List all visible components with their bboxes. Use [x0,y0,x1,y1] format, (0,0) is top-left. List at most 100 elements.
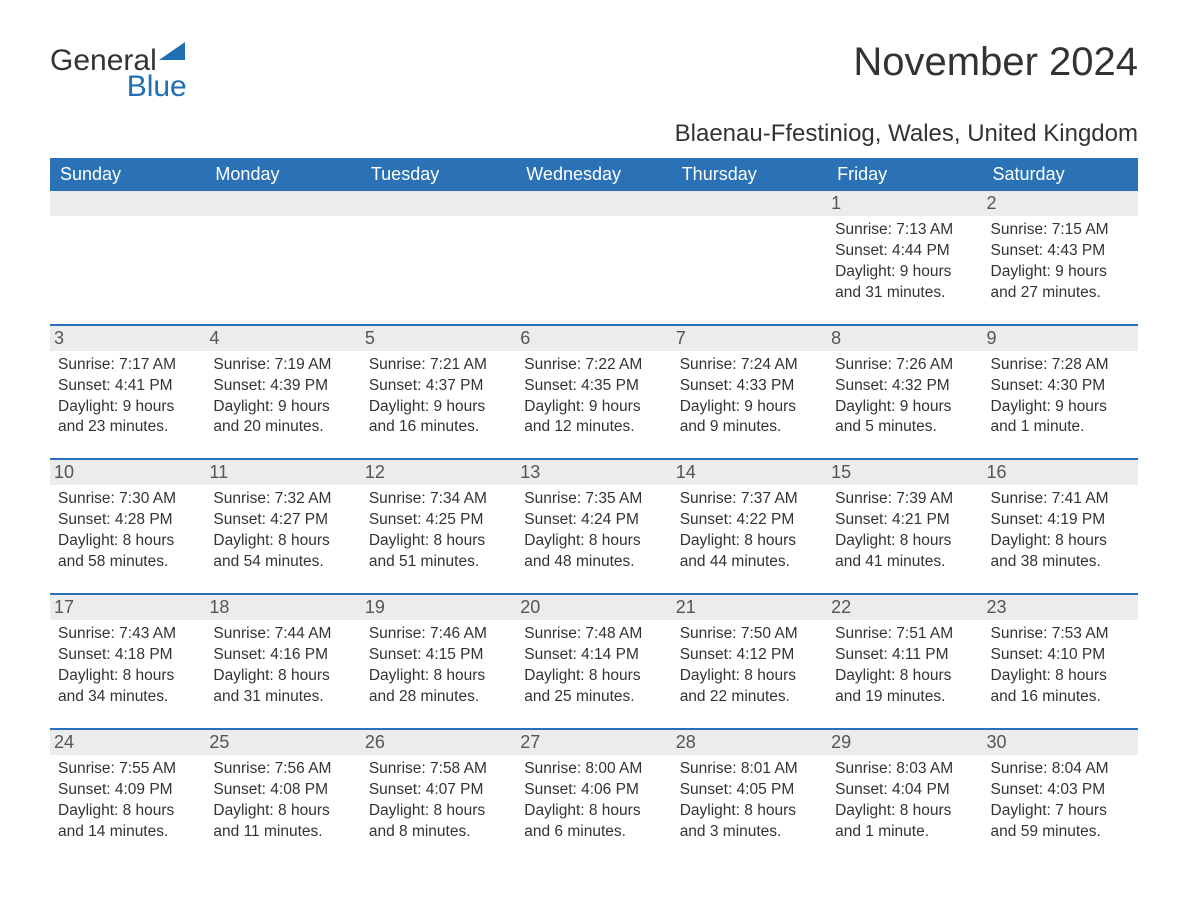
brand-flag-icon [157,40,187,70]
day-number: 10 [50,460,205,485]
day-info: Sunrise: 7:35 AMSunset: 4:24 PMDaylight:… [524,489,663,573]
day-info-line: Sunrise: 7:17 AM [58,355,197,376]
day-info-line: Sunset: 4:16 PM [213,645,352,666]
day-info-line: Sunset: 4:35 PM [524,376,663,397]
day-info-line: Daylight: 8 hours [524,666,663,687]
calendar-cell: 13Sunrise: 7:35 AMSunset: 4:24 PMDayligh… [516,460,671,594]
day-info: Sunrise: 7:34 AMSunset: 4:25 PMDaylight:… [369,489,508,573]
calendar-cell: 24Sunrise: 7:55 AMSunset: 4:09 PMDayligh… [50,730,205,863]
calendar-cell [205,191,360,325]
day-number: 8 [827,326,982,351]
day-info-line: Sunset: 4:03 PM [991,780,1130,801]
day-info-line: Sunrise: 8:04 AM [991,759,1130,780]
day-header: Thursday [672,158,827,191]
calendar-cell: 27Sunrise: 8:00 AMSunset: 4:06 PMDayligh… [516,730,671,863]
day-info-line: and 5 minutes. [835,417,974,438]
day-info-line: Sunrise: 7:37 AM [680,489,819,510]
day-info-line: Daylight: 8 hours [524,531,663,552]
calendar-cell [50,191,205,325]
day-info: Sunrise: 7:50 AMSunset: 4:12 PMDaylight:… [680,624,819,708]
day-info: Sunrise: 7:48 AMSunset: 4:14 PMDaylight:… [524,624,663,708]
day-info: Sunrise: 8:03 AMSunset: 4:04 PMDaylight:… [835,759,974,843]
day-number: 16 [983,460,1138,485]
day-info-line: and 58 minutes. [58,552,197,573]
day-number: 17 [50,595,205,620]
day-info-line: Daylight: 9 hours [835,397,974,418]
day-info: Sunrise: 7:26 AMSunset: 4:32 PMDaylight:… [835,355,974,439]
calendar-cell: 4Sunrise: 7:19 AMSunset: 4:39 PMDaylight… [205,326,360,460]
brand-text: General Blue [50,40,187,102]
day-info: Sunrise: 7:56 AMSunset: 4:08 PMDaylight:… [213,759,352,843]
day-info-line: Sunset: 4:08 PM [213,780,352,801]
day-info-line: Daylight: 9 hours [835,262,974,283]
day-number [205,191,360,216]
day-info-line: and 11 minutes. [213,822,352,843]
day-info-line: Daylight: 8 hours [369,666,508,687]
day-info-line: Sunrise: 7:28 AM [991,355,1130,376]
calendar-cell: 8 Sunrise: 7:26 AMSunset: 4:32 PMDaylight… [827,326,982,460]
day-info-line: Sunset: 4:22 PM [680,510,819,531]
day-info-line: and 16 minutes. [369,417,508,438]
day-info: Sunrise: 7:22 AMSunset: 4:35 PMDaylight:… [524,355,663,439]
calendar-cell: 21Sunrise: 7:50 AMSunset: 4:12 PMDayligh… [672,595,827,729]
calendar-cell: 20 Sunrise: 7:48 AMSunset: 4:14 PMDayligh… [516,595,671,729]
day-info-line: Sunset: 4:21 PM [835,510,974,531]
day-info-line: Sunrise: 7:53 AM [991,624,1130,645]
day-number: 15 [827,460,982,485]
day-number: 7 [672,326,827,351]
day-info-line: Daylight: 8 hours [680,531,819,552]
day-info: Sunrise: 7:30 AMSunset: 4:28 PMDaylight:… [58,489,197,573]
day-info-line: Sunset: 4:06 PM [524,780,663,801]
day-info-line: Sunrise: 8:03 AM [835,759,974,780]
calendar-cell: 14Sunrise: 7:37 AMSunset: 4:22 PMDayligh… [672,460,827,594]
day-info-line: Daylight: 8 hours [213,531,352,552]
calendar-cell: 23Sunrise: 7:53 AMSunset: 4:10 PMDayligh… [983,595,1138,729]
day-info-line: Daylight: 8 hours [369,531,508,552]
calendar-header-row: SundayMondayTuesdayWednesdayThursdayFrid… [50,158,1138,191]
calendar-cell: 3Sunrise: 7:17 AMSunset: 4:41 PMDaylight… [50,326,205,460]
day-info-line: and 41 minutes. [835,552,974,573]
day-info-line: Daylight: 8 hours [58,666,197,687]
calendar-cell: 15Sunrise: 7:39 AMSunset: 4:21 PMDayligh… [827,460,982,594]
day-info-line: and 16 minutes. [991,687,1130,708]
day-info-line: Sunset: 4:39 PM [213,376,352,397]
day-info: Sunrise: 7:43 AMSunset: 4:18 PMDaylight:… [58,624,197,708]
day-info-line: Daylight: 8 hours [213,666,352,687]
day-info-line: Sunrise: 7:55 AM [58,759,197,780]
day-info-line: Daylight: 7 hours [991,801,1130,822]
day-number: 29 [827,730,982,755]
day-info-line: and 28 minutes. [369,687,508,708]
calendar-week: 1Sunrise: 7:13 AMSunset: 4:44 PMDaylight… [50,191,1138,325]
day-info-line: Sunrise: 7:21 AM [369,355,508,376]
day-info-line: and 54 minutes. [213,552,352,573]
day-info-line: Sunset: 4:09 PM [58,780,197,801]
calendar-cell [361,191,516,325]
day-info: Sunrise: 7:15 AMSunset: 4:43 PMDaylight:… [991,220,1130,304]
calendar-week: 3Sunrise: 7:17 AMSunset: 4:41 PMDaylight… [50,326,1138,460]
calendar-cell [672,191,827,325]
day-info-line: Daylight: 8 hours [58,801,197,822]
day-info: Sunrise: 7:13 AMSunset: 4:44 PMDaylight:… [835,220,974,304]
calendar-cell [516,191,671,325]
day-info-line: Sunset: 4:32 PM [835,376,974,397]
day-info: Sunrise: 7:32 AMSunset: 4:27 PMDaylight:… [213,489,352,573]
day-number: 20 [516,595,671,620]
calendar-cell: 18Sunrise: 7:44 AMSunset: 4:16 PMDayligh… [205,595,360,729]
day-info-line: and 38 minutes. [991,552,1130,573]
day-info-line: Sunrise: 7:44 AM [213,624,352,645]
calendar-cell: 12Sunrise: 7:34 AMSunset: 4:25 PMDayligh… [361,460,516,594]
day-info-line: Daylight: 9 hours [524,397,663,418]
calendar-table: SundayMondayTuesdayWednesdayThursdayFrid… [50,158,1138,862]
day-info-line: and 59 minutes. [991,822,1130,843]
calendar-cell: 22Sunrise: 7:51 AMSunset: 4:11 PMDayligh… [827,595,982,729]
day-number: 11 [205,460,360,485]
day-info-line: and 12 minutes. [524,417,663,438]
day-info-line: and 14 minutes. [58,822,197,843]
day-info: Sunrise: 7:19 AMSunset: 4:39 PMDaylight:… [213,355,352,439]
day-number [516,191,671,216]
day-info-line: Sunrise: 7:58 AM [369,759,508,780]
day-info-line: Sunset: 4:43 PM [991,241,1130,262]
day-info-line: Sunset: 4:30 PM [991,376,1130,397]
day-info: Sunrise: 7:24 AMSunset: 4:33 PMDaylight:… [680,355,819,439]
day-number: 23 [983,595,1138,620]
